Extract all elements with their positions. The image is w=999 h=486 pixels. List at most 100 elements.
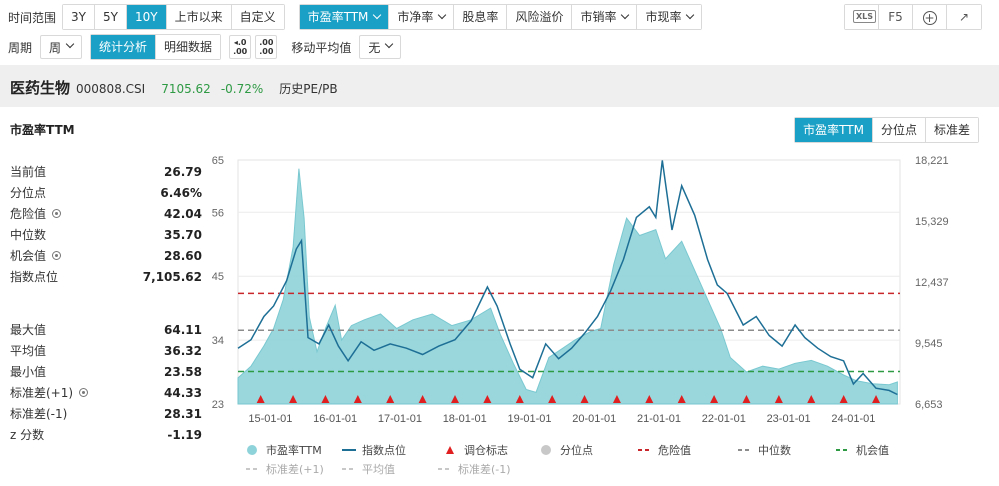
stat-value: 6.46% [160,185,202,200]
historical-pe-pb-link[interactable]: 历史PE/PB [279,82,338,96]
stat-label: 平均值 [10,342,46,359]
rebalance-marker [677,395,686,403]
time-range-option-1[interactable]: 5Y [94,5,127,29]
legend-label: 调仓标志 [464,443,508,457]
decimal-increase-button[interactable]: .00.00 [255,35,278,59]
rebalance-marker [418,395,427,403]
stat-value: 36.32 [164,343,202,358]
time-range-label: 时间范围 [8,10,57,25]
external-link-button[interactable]: ↗ [947,5,981,29]
refresh-button[interactable]: F5 [879,5,913,29]
stat-value: 28.31 [164,406,202,421]
chart-view-tab-2[interactable]: 标准差 [925,118,978,142]
decimal-increase-label: .00 [259,47,274,56]
chart-view-tab-1[interactable]: 分位点 [872,118,926,142]
analysis-tab-1[interactable]: 明细数据 [156,35,221,59]
stat-value: 26.79 [164,164,202,179]
chevron-down-icon [621,10,630,20]
moving-average-select[interactable]: 无 [359,35,402,59]
stat-row: 最小值 23.58 [10,361,202,382]
legend-label: 指数点位 [362,443,406,457]
y-left-tick-label: 56 [212,207,224,219]
stat-label: 标准差(-1) [10,405,67,422]
metric-group: 市盈率TTM 市净率 股息率 风险溢价 市销率 市现率 [298,4,703,30]
stat-label-text: 标准差(-1) [10,407,68,421]
legend-label: 机会值 [856,443,889,457]
export-xls-button[interactable]: XLS [845,5,879,29]
stat-label: 分位点 [10,184,46,201]
moving-average-value: 无 [368,40,381,55]
stat-row: 平均值 36.32 [10,340,202,361]
external-link-icon: ↗ [958,10,970,24]
legend-swatch [541,445,551,455]
time-range-option-3[interactable]: 上市以来 [166,5,232,29]
time-range-option-0[interactable]: 3Y [63,5,95,29]
metric-tab-0[interactable]: 市盈率TTM [299,5,390,29]
x-tick-label: 15-01-01 [248,413,292,425]
chart-view-tab-label: 标准差 [933,123,970,137]
rebalance-marker [612,395,621,403]
y-right-tick-label: 15,329 [915,216,949,228]
stat-label-text: 最小值 [10,365,47,379]
y-left-tick-label: 34 [212,335,224,347]
stat-value: 28.60 [164,248,202,263]
metric-tab-2[interactable]: 股息率 [454,5,508,29]
chart-view-tab-0[interactable]: 市盈率TTM [795,118,873,142]
index-code: 000808.CSI [76,82,146,96]
legend-swatch [446,446,454,454]
pe-area-series [237,168,898,405]
stat-label-text: 中位数 [10,228,47,242]
chevron-down-icon [686,10,695,20]
rebalance-marker [774,395,783,403]
analysis-tab-label: 明细数据 [164,40,213,54]
stat-label-text: 指数点位 [10,270,59,284]
gear-icon[interactable] [52,209,62,218]
index-change: -0.72% [220,82,264,96]
moving-average-label: 移动平均值 [291,40,352,55]
panel-title: 市盈率TTM [10,123,75,137]
stat-row: 危险值 42.04 [10,203,202,224]
y-right-tick-label: 6,653 [915,399,943,411]
time-range-option-label: 5Y [102,10,118,24]
toolbar-row-2: 周期 周 统计分析 明细数据 ◂.0.00 .00.00 移动平均值 无 [8,34,402,60]
stat-label: 机会值 [10,247,62,264]
metric-tab-5[interactable]: 市现率 [637,5,702,29]
x-tick-label: 23-01-01 [767,413,811,425]
stats-top: 当前值 26.79 分位点 6.46% 危险值 42.04 中位数 35.70 机会值 28.60… [10,161,202,287]
time-range-group: 3Y 5Y 10Y 上市以来 自定义 [62,4,285,30]
decimal-increase-icon: .00 [259,38,274,47]
decimal-decrease-button[interactable]: ◂.0.00 [229,35,252,59]
gear-icon[interactable] [79,388,89,397]
gear-icon[interactable] [52,251,62,260]
chart-view-tab-label: 市盈率TTM [803,123,864,137]
period-select[interactable]: 周 [40,35,83,59]
plus-circle-icon: + [922,11,937,25]
stat-row: 指数点位 7,105.62 [10,266,202,287]
stat-label-text: z 分数 [10,428,45,442]
legend-label: 标准差(-1) [458,462,511,476]
xls-icon: XLS [853,10,877,23]
stat-value: 64.11 [164,322,202,337]
stat-row: 机会值 28.60 [10,245,202,266]
toolbar-row-1: 时间范围 3Y 5Y 10Y 上市以来 自定义 市盈率TTM 市净率 股息率 风险溢价 市销率市… [8,4,998,30]
time-range-option-4[interactable]: 自定义 [231,5,284,29]
period-select-value: 周 [49,40,62,55]
time-range-option-2[interactable]: 10Y [126,5,167,29]
stat-row: 中位数 35.70 [10,224,202,245]
time-range-option-label: 10Y [134,10,158,24]
x-tick-label: 24-01-01 [831,413,875,425]
rebalance-marker [872,395,881,403]
legend-label: 分位点 [560,443,593,457]
metric-tab-4[interactable]: 市销率 [572,5,638,29]
x-tick-label: 16-01-01 [313,413,357,425]
analysis-tab-0[interactable]: 统计分析 [91,35,157,59]
index-info-bar: 医药生物 000808.CSI 7105.62 -0.72% 历史PE/PB [0,65,999,107]
rebalance-marker [289,395,298,403]
metric-tab-1[interactable]: 市净率 [389,5,455,29]
add-button[interactable]: + [913,5,947,29]
metric-tab-label: 风险溢价 [515,10,564,24]
stat-value: -1.19 [167,427,202,442]
metric-tab-3[interactable]: 风险溢价 [507,5,573,29]
stat-label: 中位数 [10,226,46,243]
x-tick-label: 22-01-01 [702,413,746,425]
